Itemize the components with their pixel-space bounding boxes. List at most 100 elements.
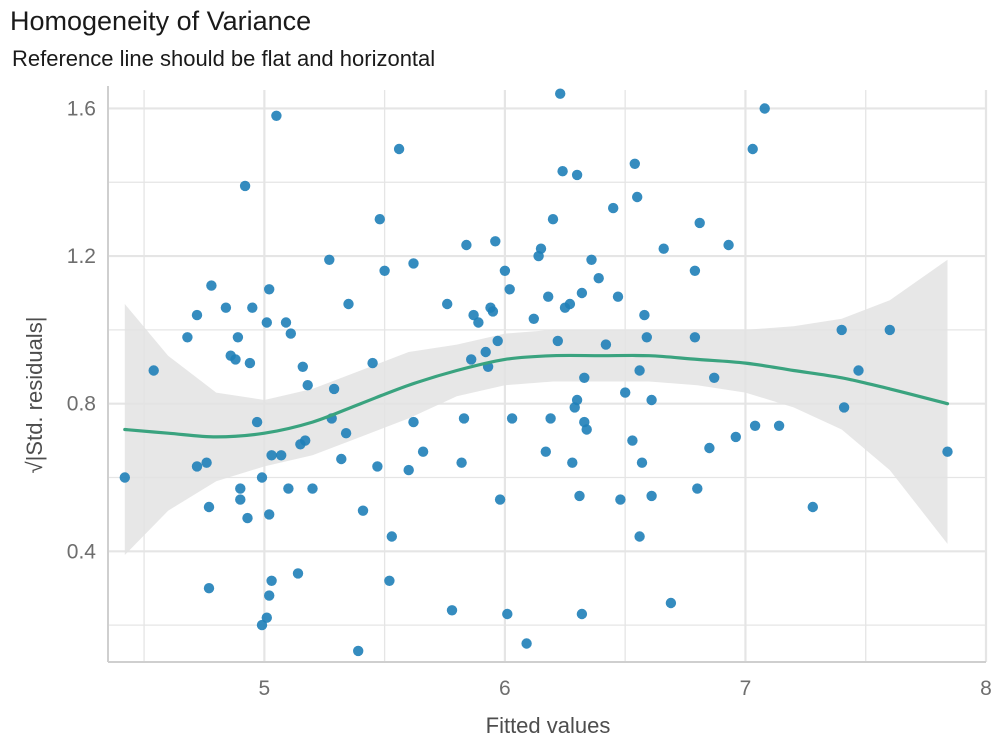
- data-point: [506, 413, 518, 424]
- data-point: [266, 575, 277, 586]
- data-point: [665, 597, 677, 609]
- data-point: [417, 446, 429, 457]
- data-point: [749, 420, 761, 431]
- y-tick-label: 0.4: [67, 540, 97, 563]
- data-point: [393, 143, 405, 155]
- data-point: [747, 143, 758, 155]
- data-point: [283, 483, 294, 494]
- data-point: [276, 450, 287, 461]
- data-point: [884, 324, 895, 336]
- data-point: [521, 638, 532, 649]
- data-point: [280, 317, 292, 328]
- axis-lines: [107, 86, 986, 663]
- data-point: [324, 254, 335, 265]
- data-point: [206, 280, 217, 291]
- data-point: [442, 298, 453, 310]
- data-point: [634, 365, 645, 376]
- smooth-line: [123, 353, 950, 439]
- data-point: [367, 357, 378, 369]
- data-point: [247, 302, 258, 313]
- data-point: [576, 287, 588, 299]
- data-point: [256, 472, 268, 483]
- data-point: [297, 361, 308, 372]
- data-point: [567, 457, 578, 468]
- data-point: [759, 103, 770, 114]
- x-tick-label: 7: [740, 677, 752, 700]
- y-axis-label-text: |Std. residuals|: [22, 317, 47, 462]
- data-point: [692, 483, 703, 494]
- data-point: [343, 298, 354, 310]
- data-point: [636, 457, 648, 468]
- data-point: [307, 483, 318, 494]
- data-point: [466, 354, 477, 365]
- data-point: [384, 575, 395, 586]
- data-point: [612, 291, 624, 302]
- data-point: [232, 332, 244, 343]
- data-point: [571, 169, 583, 181]
- data-point: [235, 494, 246, 505]
- data-point: [242, 512, 253, 524]
- data-point: [634, 531, 645, 542]
- data-point: [730, 431, 741, 443]
- data-point: [689, 265, 701, 276]
- data-point: [244, 357, 256, 369]
- x-tick-labels: 5 6 7 8: [259, 677, 992, 700]
- x-axis-label: Fitted values: [486, 713, 611, 738]
- data-point: [191, 461, 203, 472]
- data-point: [709, 372, 720, 383]
- data-point: [627, 435, 638, 446]
- data-point: [256, 619, 268, 631]
- confidence-band: [124, 259, 948, 555]
- data-point: [456, 457, 467, 468]
- data-point: [723, 239, 734, 251]
- data-point: [473, 317, 484, 328]
- data-point: [535, 243, 547, 254]
- data-point: [836, 324, 847, 336]
- data-point: [689, 332, 701, 343]
- data-point: [191, 309, 203, 321]
- data-point: [264, 590, 275, 601]
- smooth-line-layer: [123, 353, 950, 439]
- y-axis-label: √|Std. residuals|: [22, 317, 47, 474]
- data-point: [264, 284, 275, 295]
- data-point: [461, 239, 472, 251]
- y-axis-label-radical: √: [22, 460, 47, 473]
- data-point: [773, 420, 785, 431]
- data-point: [374, 214, 385, 225]
- data-point: [340, 428, 352, 439]
- data-point: [379, 265, 390, 276]
- data-point: [694, 217, 705, 229]
- data-point: [608, 202, 619, 214]
- data-point: [487, 306, 499, 317]
- data-point: [403, 464, 414, 476]
- data-point: [658, 243, 669, 254]
- data-point: [203, 501, 215, 513]
- data-point: [201, 457, 212, 468]
- data-point: [615, 494, 626, 505]
- data-point: [545, 413, 556, 424]
- data-point: [552, 335, 563, 347]
- data-point: [646, 490, 657, 502]
- data-point: [494, 494, 506, 505]
- data-point: [555, 88, 566, 99]
- data-point: [564, 298, 576, 310]
- data-point: [543, 291, 554, 302]
- data-point: [490, 236, 501, 247]
- x-tick-label: 5: [259, 677, 271, 700]
- data-point: [492, 335, 503, 347]
- data-point: [942, 446, 953, 457]
- data-point: [574, 490, 585, 502]
- data-point: [230, 354, 241, 365]
- data-point: [576, 608, 588, 620]
- data-point: [264, 509, 275, 520]
- data-point: [480, 346, 491, 358]
- data-point: [251, 416, 263, 428]
- data-point: [620, 387, 631, 398]
- data-point: [504, 284, 515, 295]
- data-point: [336, 453, 347, 465]
- data-point: [271, 110, 282, 122]
- data-point: [386, 531, 397, 542]
- data-point: [372, 461, 383, 472]
- y-tick-label: 0.8: [67, 393, 96, 416]
